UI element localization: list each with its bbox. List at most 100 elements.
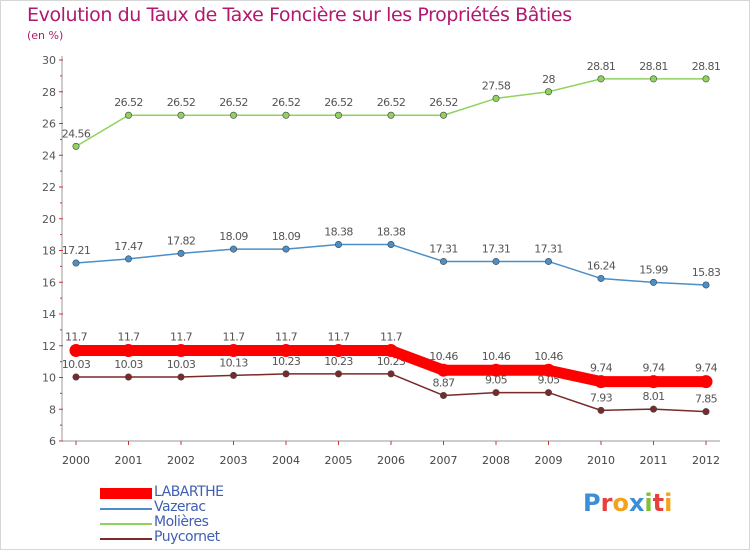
data-point [439,111,447,119]
data-point [334,370,342,378]
data-label: 18.09 [219,230,248,243]
data-label: 17.31 [534,242,563,255]
data-point [227,344,240,358]
data-point [492,257,500,265]
y-tick-label: 30 [42,54,56,67]
data-label: 16.24 [587,259,616,272]
data-point [597,406,605,414]
data-label: 10.46 [534,350,563,363]
logo-letter: t [652,489,665,517]
y-tick-label: 18 [42,245,56,258]
legend-label: Vazerac [154,499,206,515]
x-tick-label: 2010 [587,454,615,467]
data-label: 9.74 [642,362,665,375]
data-point [439,257,447,265]
data-label: 15.83 [692,266,721,279]
data-label: 11.7 [117,331,140,344]
logo-letter: r [600,489,613,517]
data-point [72,259,80,267]
data-label: 10.23 [272,355,301,368]
data-point [544,389,552,397]
chart-subtitle: (en %) [27,29,64,42]
data-point [649,278,657,286]
data-point [125,255,133,263]
logo-letter: P [583,489,601,517]
data-point [544,257,552,265]
data-point [384,344,398,358]
data-label: 11.7 [275,331,298,344]
data-label: 11.7 [327,331,350,344]
data-point [387,111,395,119]
line-chart: 6 8 10 12 14 16 18 20 22 24 26 28 30 2000 2001 2002 2003… [42,54,721,467]
data-label: 9.74 [590,362,613,375]
data-point [69,344,83,358]
data-point [177,111,185,119]
data-label: 10.13 [219,356,248,369]
data-point [282,370,290,378]
data-label: 10.23 [324,355,353,368]
data-point [649,405,657,413]
data-point [702,75,710,83]
data-point [387,370,395,378]
x-tick-label: 2001 [115,454,143,467]
data-label: 8.01 [642,390,664,403]
logo-letter: x [628,489,645,517]
proxiti-logo[interactable]: Proxiti [583,489,672,517]
data-label: 17.31 [429,242,458,255]
legend-swatch [100,538,152,540]
data-point [125,373,133,381]
data-label: 24.56 [62,127,91,140]
data-label: 17.82 [167,234,196,247]
data-label: 15.99 [639,263,668,276]
data-label: 11.7 [65,331,88,344]
data-label: 10.46 [482,350,511,363]
data-label: 26.52 [324,96,353,109]
logo-letter: i [644,489,653,517]
data-point [230,111,238,119]
x-tick-label: 2007 [430,454,458,467]
data-point [489,363,503,377]
data-point [492,389,500,397]
data-point [174,344,188,358]
data-point [332,344,345,358]
data-point [282,111,290,119]
data-label: 28 [542,73,555,86]
data-point [699,375,713,389]
data-label: 26.52 [272,96,301,109]
data-label: 10.03 [167,358,196,371]
x-tick-label: 2006 [377,454,405,467]
y-tick-label: 24 [42,149,56,162]
y-tick-label: 12 [42,340,56,353]
data-label: 17.31 [482,242,511,255]
legend-label: LABARTHE [154,484,224,500]
data-label: 7.85 [695,393,718,406]
y-tick-label: 8 [49,403,56,416]
x-tick-label: 2003 [220,454,248,467]
y-tick-label: 20 [42,213,56,226]
data-point [597,75,605,83]
data-label: 7.93 [590,391,613,404]
x-tick-label: 2002 [167,454,195,467]
data-label: 28.81 [587,60,616,73]
data-label: 27.58 [482,79,511,92]
y-tick-label: 6 [49,435,56,448]
logo-letter: i [664,489,673,517]
data-label: 26.52 [377,96,406,109]
data-label: 26.52 [167,96,196,109]
data-point [230,245,238,253]
chart-title: Evolution du Taux de Taxe Foncière sur l… [27,4,572,26]
data-point [282,245,290,253]
data-point [594,375,608,389]
legend-swatch [100,488,152,499]
data-label: 26.52 [429,96,458,109]
data-point [542,363,555,377]
x-tick-label: 2011 [640,454,668,467]
data-point [177,373,185,381]
logo-letter: o [612,489,629,517]
data-label: 9.05 [485,374,508,387]
data-point [334,111,342,119]
data-point [702,281,710,289]
data-point [649,75,657,83]
data-label: 18.38 [324,225,353,238]
